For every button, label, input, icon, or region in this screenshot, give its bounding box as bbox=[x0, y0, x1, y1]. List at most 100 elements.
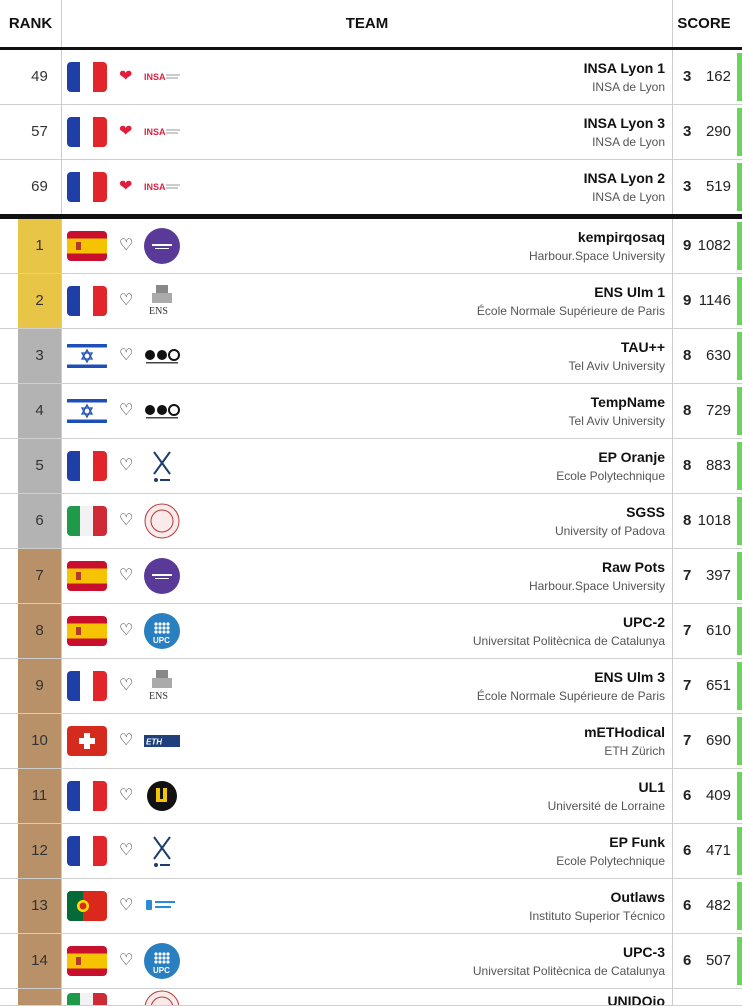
favorite-heart-icon[interactable]: ♡ bbox=[119, 237, 134, 254]
solved-count: 6 bbox=[683, 952, 692, 969]
solved-count: 8 bbox=[683, 347, 692, 364]
progress-bar bbox=[737, 552, 742, 600]
svg-text:ENS: ENS bbox=[149, 306, 168, 317]
team-university: École Normale Supérieure de Paris bbox=[476, 689, 665, 703]
progress-bar bbox=[737, 387, 742, 435]
team-cell: UNIDOjo bbox=[62, 989, 673, 1005]
team-row[interactable]: 13 ♡ Outlaws Instituto Superior Técnico 6 482 bbox=[0, 879, 742, 934]
israel-flag-icon bbox=[67, 341, 107, 371]
favorite-heart-icon[interactable]: ❤ bbox=[119, 178, 133, 195]
svg-text:INSA: INSA bbox=[144, 72, 166, 82]
team-row[interactable]: 69 ❤ INSA INSA Lyon 2 INSA de Lyon 3 519 bbox=[0, 160, 742, 219]
team-cell: ♡ ENS ENS Ulm 3 École Normale Supérieure de… bbox=[62, 659, 673, 713]
team-name: SGSS bbox=[626, 504, 665, 520]
solved-count: 8 bbox=[683, 457, 692, 474]
score-cell: 6 482 bbox=[673, 879, 735, 933]
score-column-header[interactable]: SCORE bbox=[677, 15, 731, 32]
team-university: Tel Aviv University bbox=[568, 414, 665, 428]
favorite-heart-icon[interactable]: ♡ bbox=[119, 787, 134, 804]
team-row[interactable]: 11 ♡ UL1 Université de Lorraine 6 409 bbox=[0, 769, 742, 824]
team-row[interactable]: 3 ♡ TAU++ Tel Aviv University 8 630 bbox=[0, 329, 742, 384]
penalty-time: 651 bbox=[705, 677, 731, 694]
team-name: TAU++ bbox=[620, 339, 665, 355]
favorite-heart-icon[interactable]: ♡ bbox=[119, 567, 134, 584]
svg-text:UPC: UPC bbox=[153, 636, 170, 645]
team-name: INSA Lyon 1 bbox=[583, 60, 665, 76]
rank-column-header[interactable]: RANK bbox=[0, 0, 62, 47]
favorite-heart-icon[interactable]: ♡ bbox=[119, 897, 134, 914]
france-flag-icon bbox=[67, 451, 107, 481]
insa-logo: INSA bbox=[144, 59, 180, 95]
progress-bar bbox=[737, 163, 742, 211]
team-university: INSA de Lyon bbox=[592, 80, 665, 94]
rank-cell bbox=[18, 989, 62, 1005]
team-row[interactable]: 57 ❤ INSA INSA Lyon 3 INSA de Lyon 3 290 bbox=[0, 105, 742, 160]
favorite-heart-icon[interactable]: ♡ bbox=[119, 347, 134, 364]
team-university: ETH Zürich bbox=[604, 744, 665, 758]
solved-count: 9 bbox=[683, 292, 692, 309]
rank-cell: 1 bbox=[18, 219, 62, 273]
favorite-heart-icon[interactable]: ♡ bbox=[119, 402, 134, 419]
padova-logo bbox=[144, 503, 180, 539]
progress-bar bbox=[737, 882, 742, 930]
team-row[interactable]: 10 ♡ ETH mETHodical ETH Zürich 7 690 bbox=[0, 714, 742, 769]
team-name: UNIDOjo bbox=[607, 993, 665, 1006]
favorite-heart-icon[interactable]: ♡ bbox=[119, 842, 134, 859]
favorite-heart-icon[interactable]: ♡ bbox=[119, 677, 134, 694]
switzerland-flag-icon bbox=[67, 726, 107, 756]
team-cell: ♡ UL1 Université de Lorraine bbox=[62, 769, 673, 823]
solved-count: 9 bbox=[683, 237, 692, 254]
progress-bar bbox=[737, 222, 742, 270]
team-cell: ♡ ENS ENS Ulm 1 École Normale Supérieure de… bbox=[62, 274, 673, 328]
favorite-heart-icon[interactable]: ♡ bbox=[119, 512, 134, 529]
penalty-time: 729 bbox=[705, 402, 731, 419]
rank-cell: 8 bbox=[18, 604, 62, 658]
rank-cell: 9 bbox=[18, 659, 62, 713]
favorite-heart-icon[interactable]: ❤ bbox=[119, 68, 133, 85]
favorite-heart-icon[interactable]: ♡ bbox=[119, 732, 134, 749]
solved-count: 6 bbox=[683, 897, 692, 914]
score-cell: 8 883 bbox=[673, 439, 735, 493]
team-row[interactable]: 4 ♡ TempName Tel Aviv University 8 729 bbox=[0, 384, 742, 439]
team-cell: ♡ ETH mETHodical ETH Zürich bbox=[62, 714, 673, 768]
padova-logo bbox=[144, 990, 180, 1005]
favorite-heart-icon[interactable]: ♡ bbox=[119, 292, 134, 309]
team-row[interactable]: 5 ♡ EP Oranje Ecole Polytechnique 8 883 bbox=[0, 439, 742, 494]
eth-logo: ETH bbox=[144, 723, 180, 759]
rank-cell: 14 bbox=[18, 934, 62, 988]
team-row[interactable]: 9 ♡ ENS ENS Ulm 3 École Normale Supérieure d… bbox=[0, 659, 742, 714]
upc-logo: UPC bbox=[144, 613, 180, 649]
team-row[interactable]: 6 ♡ SGSS University of Padova 8 1018 bbox=[0, 494, 742, 549]
team-row[interactable]: 12 ♡ EP Funk Ecole Polytechnique 6 471 bbox=[0, 824, 742, 879]
rank-cell: 49 bbox=[18, 50, 62, 104]
team-name: mETHodical bbox=[584, 724, 665, 740]
team-row[interactable]: UNIDOjo bbox=[0, 989, 742, 1006]
penalty-time: 290 bbox=[705, 123, 731, 140]
team-row[interactable]: 8 ♡ UPC UPC-2 Universitat Politècnica de Cat… bbox=[0, 604, 742, 659]
favorite-heart-icon[interactable]: ♡ bbox=[119, 457, 134, 474]
scoreboard-rows: 49 ❤ INSA INSA Lyon 1 INSA de Lyon 3 162 57 ❤ INS… bbox=[0, 50, 742, 1006]
solved-count: 7 bbox=[683, 567, 692, 584]
team-row[interactable]: 7 ♡ Raw Pots Harbour.Space University 7 397 bbox=[0, 549, 742, 604]
favorite-heart-icon[interactable]: ❤ bbox=[119, 123, 133, 140]
favorite-heart-icon[interactable]: ♡ bbox=[119, 622, 134, 639]
spain-flag-icon bbox=[67, 561, 107, 591]
team-name: INSA Lyon 2 bbox=[583, 170, 665, 186]
team-row[interactable]: 1 ♡ kempirqosaq Harbour.Space University 9 10… bbox=[0, 219, 742, 274]
team-cell: ♡ Outlaws Instituto Superior Técnico bbox=[62, 879, 673, 933]
team-university: Ecole Polytechnique bbox=[556, 469, 665, 483]
penalty-time: 409 bbox=[705, 787, 731, 804]
team-column-header[interactable]: TEAM bbox=[62, 0, 673, 47]
rank-cell: 11 bbox=[18, 769, 62, 823]
lorraine-logo bbox=[144, 778, 180, 814]
rank-cell: 3 bbox=[18, 329, 62, 383]
svg-text:INSA: INSA bbox=[144, 127, 166, 137]
spain-flag-icon bbox=[67, 946, 107, 976]
score-cell: 8 630 bbox=[673, 329, 735, 383]
rank-cell: 4 bbox=[18, 384, 62, 438]
team-row[interactable]: 14 ♡ UPC UPC-3 Universitat Politècnica de Ca… bbox=[0, 934, 742, 989]
team-row[interactable]: 49 ❤ INSA INSA Lyon 1 INSA de Lyon 3 162 bbox=[0, 50, 742, 105]
team-row[interactable]: 2 ♡ ENS ENS Ulm 1 École Normale Supérieure d… bbox=[0, 274, 742, 329]
favorite-heart-icon[interactable]: ♡ bbox=[119, 952, 134, 969]
progress-bar bbox=[737, 442, 742, 490]
